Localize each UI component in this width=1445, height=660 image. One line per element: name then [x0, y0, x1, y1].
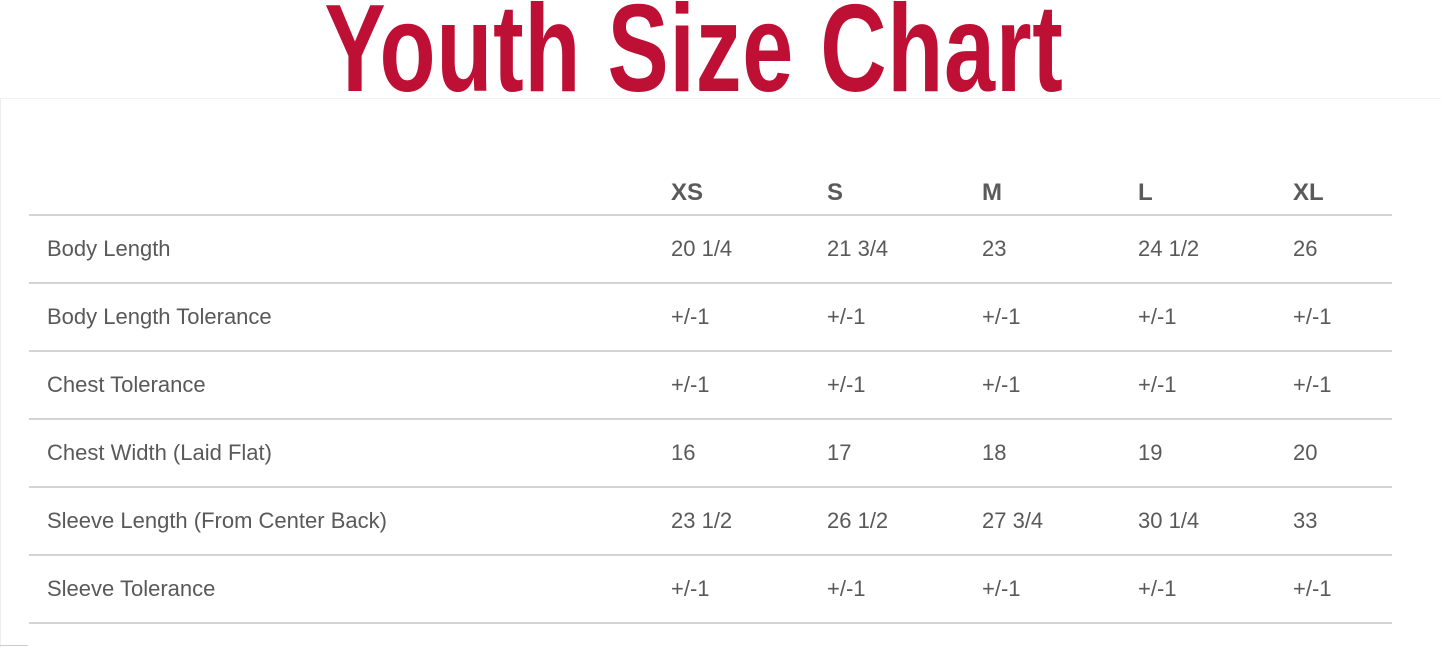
table-cell: 33: [1293, 508, 1318, 533]
table-cell: 17: [827, 440, 852, 465]
row-label: Body Length: [47, 236, 171, 261]
table-cell: +/-1: [1293, 372, 1332, 397]
row-label: Sleeve Tolerance: [47, 576, 216, 601]
table-cell: 18: [982, 440, 1007, 465]
table-cell: 26 1/2: [827, 508, 889, 533]
table-cell: +/-1: [1138, 372, 1177, 397]
table-cell: +/-1: [982, 304, 1021, 329]
row-label: Sleeve Length (From Center Back): [47, 508, 387, 533]
table-cell: 23 1/2: [671, 508, 733, 533]
table-cell: 20: [1293, 440, 1318, 465]
column-header-xl: XL: [1293, 179, 1324, 206]
table-cell: 23: [982, 236, 1007, 261]
table-cell: +/-1: [1138, 304, 1177, 329]
table-cell: +/-1: [671, 304, 710, 329]
table-row: Body Length 20 1/4 21 3/4 23 24 1/2 26: [29, 216, 1392, 284]
table-cell: 19: [1138, 440, 1163, 465]
table-cell: +/-1: [671, 372, 710, 397]
table-cell: +/-1: [671, 576, 710, 601]
column-header-s: S: [827, 179, 844, 206]
table-cell: 20 1/4: [671, 236, 733, 261]
row-label: Chest Width (Laid Flat): [47, 440, 272, 465]
table-row: Body Length Tolerance +/-1 +/-1 +/-1 +/-1 +/-…: [29, 284, 1392, 352]
table-cell: 26: [1293, 236, 1318, 261]
row-label: Body Length Tolerance: [47, 304, 272, 329]
table-header-row: XS S M L XL: [29, 170, 1392, 216]
size-table: XS S M L XL Body Length 20 1/4 21 3/4 23 24 …: [29, 170, 1392, 624]
table-cell: 24 1/2: [1138, 236, 1200, 261]
table-cell: +/-1: [1138, 576, 1177, 601]
table-cell: 21 3/4: [827, 236, 889, 261]
table-cell: +/-1: [827, 304, 866, 329]
chart-panel: [0, 98, 1441, 647]
table-cell: +/-1: [1293, 304, 1332, 329]
table-cell: 27 3/4: [982, 508, 1044, 533]
table-cell: +/-1: [1293, 576, 1332, 601]
table-row: Chest Width (Laid Flat) 16 17 18 19 20: [29, 420, 1392, 488]
table-cell: +/-1: [982, 372, 1021, 397]
table-cell: 30 1/4: [1138, 508, 1200, 533]
table-row: Sleeve Tolerance +/-1 +/-1 +/-1 +/-1 +/-1: [29, 556, 1392, 624]
page-title: Youth Size Chart: [324, 0, 1064, 118]
table-row: Chest Tolerance +/-1 +/-1 +/-1 +/-1 +/-1: [29, 352, 1392, 420]
column-header-m: M: [982, 179, 1002, 206]
table-cell: 16: [671, 440, 696, 465]
table-cell: +/-1: [827, 576, 866, 601]
table-cell: +/-1: [982, 576, 1021, 601]
divider: [0, 645, 28, 646]
row-label: Chest Tolerance: [47, 372, 206, 397]
column-header-xs: XS: [671, 179, 704, 206]
table-row: Sleeve Length (From Center Back) 23 1/2 26…: [29, 488, 1392, 556]
table-cell: +/-1: [827, 372, 866, 397]
column-header-l: L: [1138, 179, 1153, 206]
